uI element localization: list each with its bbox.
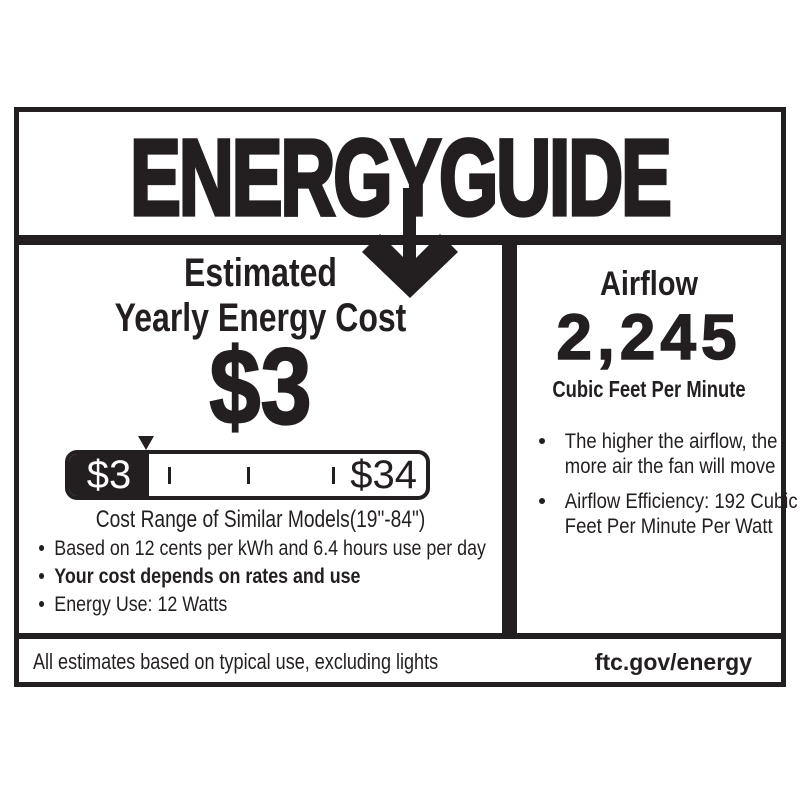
bullet-icon — [39, 572, 45, 579]
airflow-panel: Airflow 2,245 Cubic Feet Per Minute The … — [517, 245, 798, 633]
footer: All estimates based on typical use, excl… — [19, 639, 781, 682]
cost-range-slider: $3 $34 — [65, 450, 430, 500]
estimated-yearly-energy-cost-heading: Estimated Yearly Energy Cost — [67, 251, 453, 341]
title-divider — [19, 235, 781, 245]
cost-range-min-label: $3 — [86, 452, 132, 497]
list-item-line: The higher the airflow, the — [564, 430, 778, 453]
list-item-line: more air the fan will move — [564, 455, 776, 478]
cost-range-max-label: $34 — [350, 452, 417, 497]
cost-range-fill: $3 — [69, 454, 149, 496]
list-item-text: Energy Use: 12 Watts — [54, 593, 228, 616]
energyguide-logotype: ENERGYGUIDE — [129, 116, 674, 241]
list-item: Energy Use: 12 Watts — [39, 594, 227, 615]
cost-range-caption: Cost Range of Similar Models(19"-84") — [95, 506, 426, 533]
heading-line1: Estimated — [184, 251, 337, 295]
cost-position-marker-icon — [138, 436, 154, 450]
bullet-icon — [39, 600, 45, 607]
list-item-text: Based on 12 cents per kWh and 6.4 hours … — [54, 537, 486, 560]
ftc-gov-energy-link: ftc.gov/energy — [594, 649, 752, 675]
list-item: Your cost depends on rates and use — [39, 566, 360, 587]
slider-tick — [247, 467, 250, 484]
airflow-value: 2,245 — [556, 300, 742, 374]
yearly-cost-value: $3 — [208, 326, 312, 448]
bullet-icon — [539, 498, 545, 504]
bullet-icon — [539, 438, 545, 444]
list-item-text: Airflow Efficiency: 192 Cubic Feet Per M… — [564, 489, 798, 539]
footer-divider — [19, 633, 781, 639]
list-item: Airflow Efficiency: 192 Cubic Feet Per M… — [517, 489, 798, 539]
list-item-text: Your cost depends on rates and use — [54, 565, 361, 588]
energyguide-label: ENERGYGUIDE Estimated Yearly Energy Cost… — [14, 107, 798, 687]
footer-disclaimer: All estimates based on typical use, excl… — [33, 649, 439, 674]
energy-cost-panel: Estimated Yearly Energy Cost $3 $3 $34 C… — [19, 245, 502, 633]
heading-line2: Yearly Energy Cost — [114, 296, 407, 340]
bullet-icon — [39, 544, 45, 551]
panel-divider — [502, 245, 517, 633]
airflow-unit: Cubic Feet Per Minute — [552, 376, 746, 402]
list-item-line: Airflow Efficiency: 192 Cubic — [564, 490, 798, 513]
slider-tick — [332, 467, 335, 484]
airflow-heading: Airflow — [600, 265, 698, 303]
slider-tick — [168, 467, 171, 484]
list-item: Based on 12 cents per kWh and 6.4 hours … — [39, 538, 486, 559]
list-item: The higher the airflow, the more air the… — [517, 429, 781, 479]
list-item-line: Feet Per Minute Per Watt — [564, 515, 773, 538]
list-item-text: The higher the airflow, the more air the… — [564, 429, 778, 479]
